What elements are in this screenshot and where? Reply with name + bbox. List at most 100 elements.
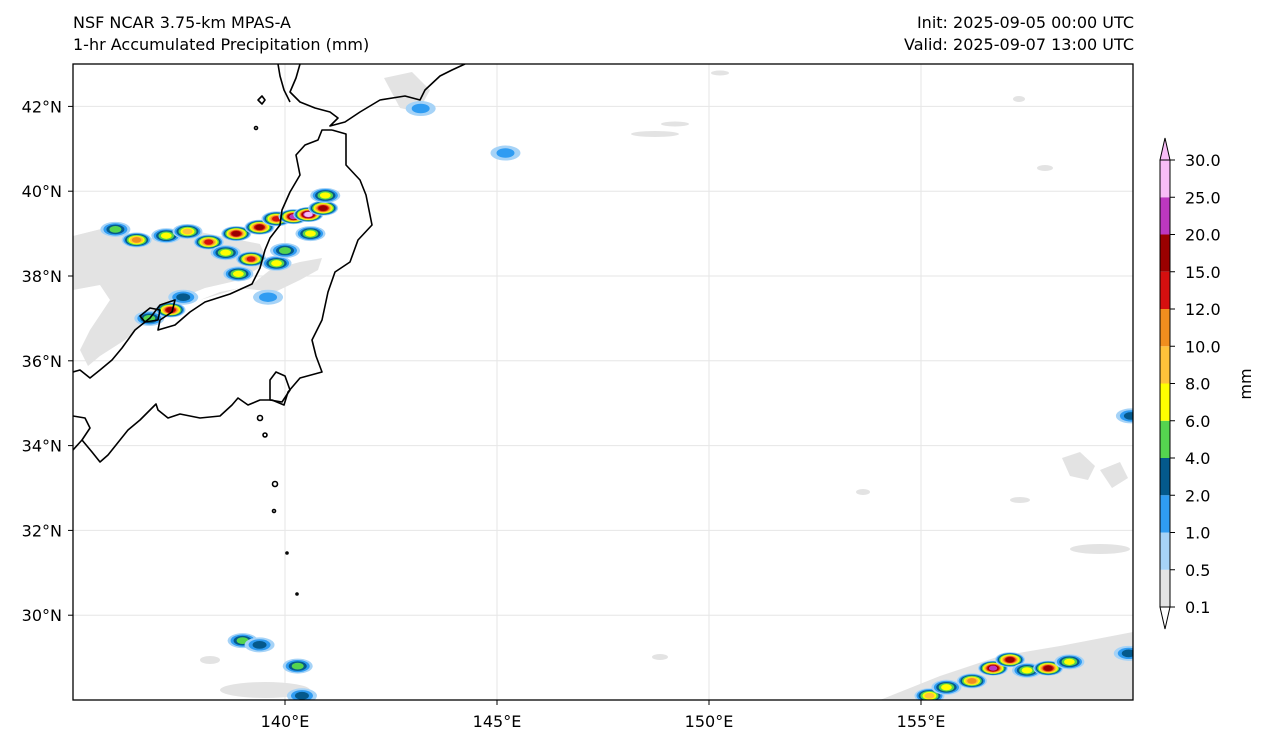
lon-tick-label: 145°E (473, 712, 522, 731)
title-left: NSF NCAR 3.75-km MPAS-A 1-hr Accumulated… (73, 12, 369, 56)
precip-contour (1005, 657, 1015, 663)
lat-tick-label: 36°N (22, 352, 62, 371)
island-aogashima (271, 508, 277, 514)
precip-cell (227, 633, 258, 649)
precip-cell (931, 679, 962, 695)
colorbar-extend-min (1159, 606, 1171, 630)
precip-contour (967, 678, 977, 684)
precip-contour (411, 103, 430, 114)
light-precip-streak-7 (1070, 544, 1130, 554)
lon-axis: 140°E 145°E 150°E 155°E (261, 700, 946, 731)
precip-cell (295, 226, 326, 242)
colorbar-tick-label: 0.5 (1185, 561, 1210, 580)
precip-contour (279, 247, 291, 254)
lat-tick-label: 40°N (22, 182, 62, 201)
gridlines (73, 64, 1133, 700)
precip-cell (236, 251, 267, 267)
precip-cell (1113, 645, 1133, 661)
colorbar-tick-label: 15.0 (1185, 263, 1221, 282)
lon-tick-label: 155°E (897, 712, 946, 731)
island-miyake (262, 432, 268, 438)
precip-cell (310, 187, 341, 203)
precip-contour (291, 662, 304, 670)
precip-contour (131, 237, 142, 243)
colorbar-label: mm (1236, 368, 1255, 399)
lat-tick-label: 30°N (22, 606, 62, 625)
init-time: Init: 2025-09-05 00:00 UTC (916, 13, 1134, 32)
coastline-boso (269, 371, 291, 403)
precip-contour (220, 249, 232, 256)
colorbar-segment (1160, 383, 1170, 421)
coastlines (73, 64, 466, 596)
precip-cell (221, 226, 252, 242)
colorbar-tick-label: 8.0 (1185, 375, 1210, 394)
light-precip-streak-6 (856, 489, 870, 495)
precip-cell (270, 243, 300, 259)
lon-tick-label: 140°E (261, 712, 310, 731)
colorbar-tick-label: 0.1 (1185, 598, 1210, 617)
precip-contour (1121, 649, 1133, 658)
model-title: NSF NCAR 3.75-km MPAS-A (73, 13, 291, 32)
precip-cell (121, 232, 152, 248)
coastline-noto (139, 307, 161, 323)
precip-cell (308, 200, 339, 216)
precip-cell (155, 302, 186, 318)
field-title: 1-hr Accumulated Precipitation (mm) (73, 35, 370, 54)
colorbar-segment (1160, 160, 1170, 198)
precip-contour (496, 148, 515, 158)
precip-contour (941, 684, 952, 691)
lon-tick-label: 150°E (685, 712, 734, 731)
precip-cell (244, 637, 275, 653)
precip-cell (168, 289, 199, 305)
precip-contour (319, 192, 331, 199)
precip-contour (204, 239, 214, 245)
colorbar-segment (1160, 234, 1170, 272)
island-sofugan (295, 592, 299, 596)
colorbar-segment (1160, 420, 1170, 458)
precip-cell (193, 234, 224, 250)
precip-contour (988, 665, 998, 671)
colorbar-segment (1160, 569, 1170, 607)
precip-cell (261, 255, 292, 271)
valid-time: Valid: 2025-09-07 13:00 UTC (903, 35, 1134, 54)
lat-axis: 42°N 40°N 38°N 36°N 34°N 32°N 30°N (22, 97, 73, 625)
colorbar-segment (1160, 197, 1170, 235)
precip-contour (259, 292, 278, 302)
coastline-hokkaido-west (277, 64, 291, 103)
precip-cell (914, 688, 945, 700)
precip-cell (172, 223, 203, 239)
precip-cell (244, 219, 275, 235)
precip-cell (490, 145, 521, 161)
light-precip-streak-9 (200, 656, 220, 664)
light-precip-tohoku (200, 258, 322, 300)
precip-cell (956, 673, 987, 689)
precip-contour (318, 205, 328, 211)
precip-cell (223, 266, 254, 282)
title-right: Init: 2025-09-05 00:00 UTC Valid: 2025-0… (904, 12, 1134, 56)
coastline-sado (257, 95, 266, 105)
map-frame (72, 63, 1134, 701)
precip-contour (1064, 658, 1075, 665)
colorbar-tick-label: 30.0 (1185, 151, 1221, 170)
precip-contour (271, 260, 282, 267)
precip-cell (100, 221, 131, 237)
precip-cell (1115, 408, 1133, 424)
colorbar-segment (1160, 309, 1170, 347)
precip-contour (232, 270, 244, 277)
precip-contour (182, 228, 193, 235)
precip-cell (405, 101, 436, 117)
colorbar-segment (1160, 346, 1170, 384)
light-precip-streak-2 (661, 121, 689, 127)
light-precip-streak-10 (652, 654, 668, 660)
precip-cell (151, 228, 182, 244)
precip-cell (286, 688, 317, 700)
precip-cell (210, 245, 241, 261)
precip-cell (1033, 660, 1064, 676)
colorbar-tick-label: 10.0 (1185, 337, 1221, 356)
precip-contour (246, 256, 256, 262)
precip-contour (924, 692, 935, 699)
colorbar-tick-label: 25.0 (1185, 188, 1221, 207)
island-shikine (253, 125, 259, 131)
coastline-honshu (73, 129, 373, 463)
